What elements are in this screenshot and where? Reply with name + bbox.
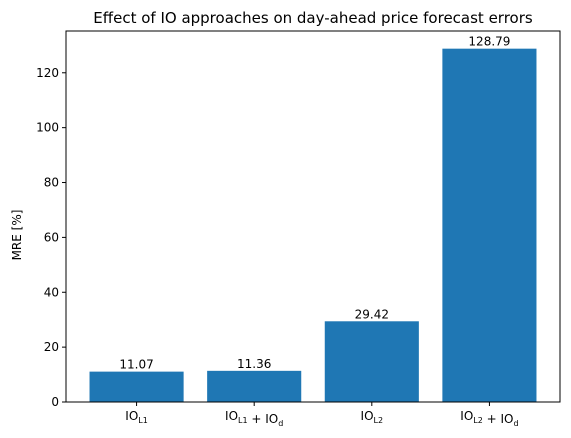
y-axis-label: MRE [%] <box>10 210 24 261</box>
bar-value-label-3: 29.42 <box>355 307 389 321</box>
bar-2 <box>207 370 302 402</box>
bar-4 <box>442 48 537 403</box>
bar-labels-group: 11.07 11.36 29.42 128.79 <box>119 35 510 372</box>
bar-value-label-4: 128.79 <box>468 35 510 49</box>
x-tick-label-2: IOL1 + IOd <box>225 409 283 428</box>
bars-group <box>89 48 537 403</box>
bar-value-label-1: 11.07 <box>119 358 153 372</box>
x-tick-label-1: IOL1 <box>125 409 148 425</box>
y-tick-label-5: 80 <box>44 176 59 190</box>
x-ticks-group: IOL1 IOL1 + IOd IOL2 IOL2 + IOd <box>125 402 519 428</box>
bar-3 <box>324 321 419 402</box>
y-tick-label-3: 40 <box>44 285 59 299</box>
y-tick-label-6: 100 <box>36 121 59 135</box>
y-tick-label-2: 20 <box>44 340 59 354</box>
chart-title: Effect of IO approaches on day-ahead pri… <box>93 9 533 27</box>
y-tick-label-1: 0 <box>51 395 59 409</box>
plot-frame <box>65 30 561 403</box>
bar-value-label-2: 11.36 <box>237 357 271 371</box>
bar-1 <box>89 371 184 402</box>
y-tick-label-7: 120 <box>36 66 59 80</box>
y-ticks-group: 0 20 40 60 80 100 120 <box>36 66 66 409</box>
x-tick-label-3: IOL2 <box>361 409 384 425</box>
y-tick-label-4: 60 <box>44 230 59 244</box>
x-tick-label-4: IOL2 + IOd <box>460 409 518 428</box>
